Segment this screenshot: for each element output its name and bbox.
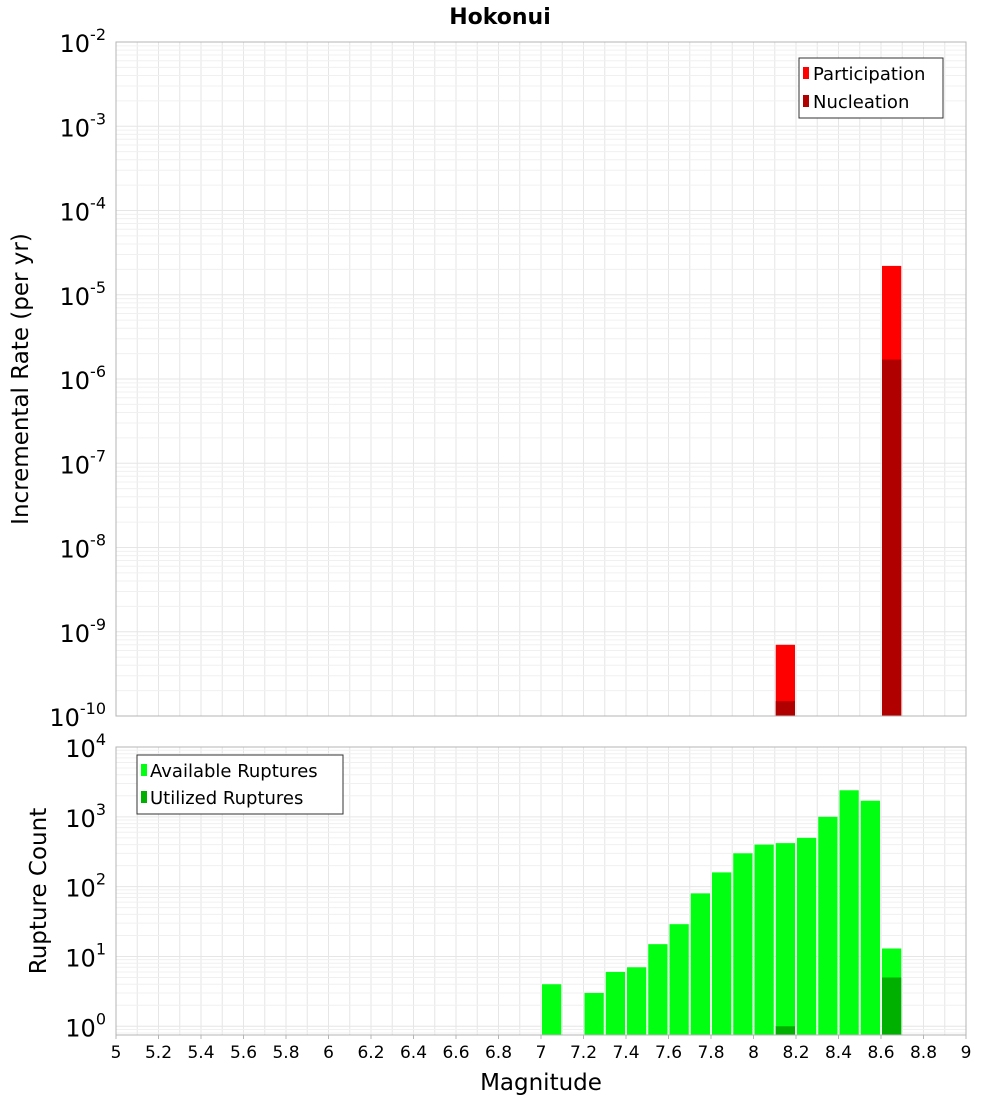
x-tick-label: 7.8 xyxy=(697,1043,724,1063)
legend-swatch-utilized xyxy=(141,791,147,803)
x-tick-label: 7.2 xyxy=(570,1043,597,1063)
count-plot-bars xyxy=(542,790,902,1035)
x-tick-label: 8.6 xyxy=(867,1043,894,1063)
y-tick-label: 104 xyxy=(65,730,106,763)
available-ruptures-bar xyxy=(797,837,817,1035)
count-plot-legend: Available Ruptures Utilized Ruptures xyxy=(136,754,344,815)
x-tick-label: 5 xyxy=(111,1043,122,1063)
available-ruptures-bar xyxy=(648,944,668,1035)
x-tick-label: 7.6 xyxy=(655,1043,682,1063)
x-tick-label: 5.8 xyxy=(272,1043,299,1063)
legend-swatch-available xyxy=(141,764,147,776)
utilized-ruptures-bar xyxy=(882,977,902,1035)
y-tick-label: 10-8 xyxy=(60,531,107,564)
count-plot-legend-box xyxy=(136,754,344,815)
available-ruptures-bar xyxy=(775,843,795,1035)
x-tick-label: 8.4 xyxy=(825,1043,852,1063)
available-ruptures-bar xyxy=(839,790,859,1035)
count-plot-y-ticks: 100 101 102 103 104 xyxy=(65,730,106,1042)
available-ruptures-bar xyxy=(818,816,838,1035)
y-tick-label: 103 xyxy=(65,800,106,833)
available-ruptures-bar xyxy=(542,984,562,1035)
x-tick-label: 6.6 xyxy=(442,1043,469,1063)
x-tick-label: 6.4 xyxy=(400,1043,427,1063)
legend-label-utilized-ruptures: Utilized Ruptures xyxy=(150,788,303,809)
x-tick-label: 5.2 xyxy=(145,1043,172,1063)
rate-plot-y-axis-label: Incremental Rate (per yr) xyxy=(8,233,34,525)
y-tick-label: 10-5 xyxy=(60,278,107,311)
x-tick-label: 7 xyxy=(536,1043,547,1063)
y-tick-label: 10-3 xyxy=(60,109,107,142)
y-tick-label: 10-7 xyxy=(60,446,107,479)
x-tick-label: 5.6 xyxy=(230,1043,257,1063)
y-tick-label: 10-9 xyxy=(60,615,107,648)
x-tick-label: 6 xyxy=(323,1043,334,1063)
legend-label-nucleation: Nucleation xyxy=(813,92,909,113)
y-tick-label: 10-4 xyxy=(60,194,107,227)
x-tick-label: 5.4 xyxy=(187,1043,214,1063)
legend-label-participation: Participation xyxy=(813,64,925,85)
rate-plot-gridlines xyxy=(116,42,966,716)
y-tick-label: 101 xyxy=(65,939,106,972)
x-tick-label: 6.8 xyxy=(485,1043,512,1063)
available-ruptures-bar xyxy=(605,971,625,1035)
available-ruptures-bar xyxy=(690,893,710,1035)
y-tick-label: 100 xyxy=(65,1009,106,1042)
x-axis-label: Magnitude xyxy=(480,1070,602,1096)
y-tick-label: 10-6 xyxy=(60,362,107,395)
available-ruptures-bar xyxy=(754,844,774,1035)
y-tick-label: 102 xyxy=(65,870,106,903)
legend-label-available-ruptures: Available Ruptures xyxy=(150,761,318,782)
rate-plot-bars xyxy=(775,265,902,716)
x-tick-label: 8.8 xyxy=(910,1043,937,1063)
x-tick-label: 7.4 xyxy=(612,1043,639,1063)
count-plot-x-ticks: 5 5.2 5.4 5.6 5.8 6 6.2 6.4 6.6 6.8 7 7.2 7.4 7.6 7.8 8… xyxy=(111,1035,972,1063)
x-tick-label: 9 xyxy=(961,1043,972,1063)
rate-plot-legend: Participation Nucleation xyxy=(798,57,944,119)
rate-plot-frame xyxy=(115,41,967,717)
rate-plot-legend-box xyxy=(798,57,944,119)
utilized-ruptures-bar xyxy=(775,1026,795,1035)
available-ruptures-bar xyxy=(669,924,689,1035)
available-ruptures-bar xyxy=(733,853,753,1035)
y-tick-label: 10-10 xyxy=(49,699,106,732)
available-ruptures-bar xyxy=(860,800,880,1035)
available-ruptures-bar xyxy=(584,992,604,1035)
x-tick-label: 8 xyxy=(748,1043,759,1063)
participation-bar xyxy=(775,644,795,716)
x-tick-label: 8.2 xyxy=(782,1043,809,1063)
count-plot-gridlines xyxy=(116,747,966,1035)
nucleation-bar xyxy=(775,701,795,716)
y-tick-label: 10-2 xyxy=(60,25,107,58)
count-plot-y-axis-label: Rupture Count xyxy=(26,808,52,974)
legend-swatch-nucleation xyxy=(803,95,809,107)
legend-swatch-participation xyxy=(803,67,809,79)
nucleation-bar xyxy=(882,359,902,716)
available-ruptures-bar xyxy=(712,872,732,1035)
x-tick-label: 6.2 xyxy=(357,1043,384,1063)
available-ruptures-bar xyxy=(627,967,647,1035)
chart-title: Hokonui xyxy=(449,5,551,30)
rate-plot-y-ticks: 10-10 10-9 10-8 10-7 10-6 10-5 10-4 10-3 10-2 xyxy=(49,25,106,732)
